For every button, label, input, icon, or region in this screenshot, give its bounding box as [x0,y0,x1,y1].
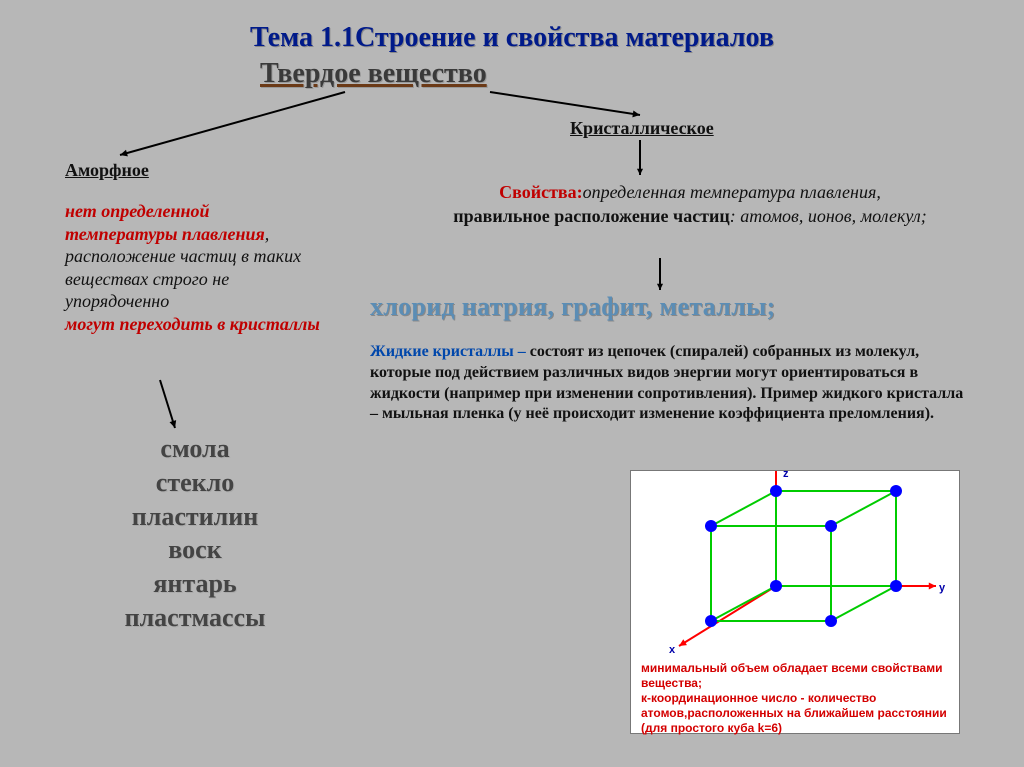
amorph-example-item: янтарь [85,567,305,601]
props-1: определенная температура плавления, [583,182,881,202]
crystalline-properties: Свойства:определенная температура плавле… [410,180,970,229]
lattice-caption: минимальный объем обладает всеми свойств… [641,661,951,736]
liquid-label: Жидкие кристаллы – [370,343,526,360]
amorph-prop-red2: могут переходить в кристаллы [65,314,320,334]
svg-text:z: z [783,471,789,480]
page-title: Тема 1.1Строение и свойства материалов [0,22,1024,54]
amorphous-examples: смоластеклопластилинвоскянтарьпластмассы [85,432,305,635]
amorph-prop-red1: нет определенной температуры плавления [65,201,265,244]
amorph-example-item: стекло [85,466,305,500]
props-label: Свойства: [499,182,583,202]
amorph-example-item: пластилин [85,500,305,534]
amorph-example-item: смола [85,432,305,466]
amorphous-description: нет определенной температуры плавления, … [65,200,325,335]
amorph-example-item: пластмассы [85,601,305,635]
lattice-svg: z y x [631,471,961,659]
props-bold: правильное расположение частиц [453,206,730,226]
props-2: : атомов, ионов, молекул; [730,206,927,226]
subtitle-solid: Твердое вещество [260,58,487,90]
amorphous-heading: Аморфное [65,160,149,181]
liquid-crystals-text: Жидкие кристаллы – состоят из цепочек (с… [370,342,970,425]
amorph-example-item: воск [85,533,305,567]
svg-text:x: x [669,644,676,656]
svg-text:y: y [939,582,946,594]
lattice-diagram: z y x минимальный объем обладает всеми сво… [630,470,960,734]
crystalline-examples: хлорид натрия, графит, металлы; [370,292,990,322]
crystalline-heading: Кристаллическое [570,118,714,139]
